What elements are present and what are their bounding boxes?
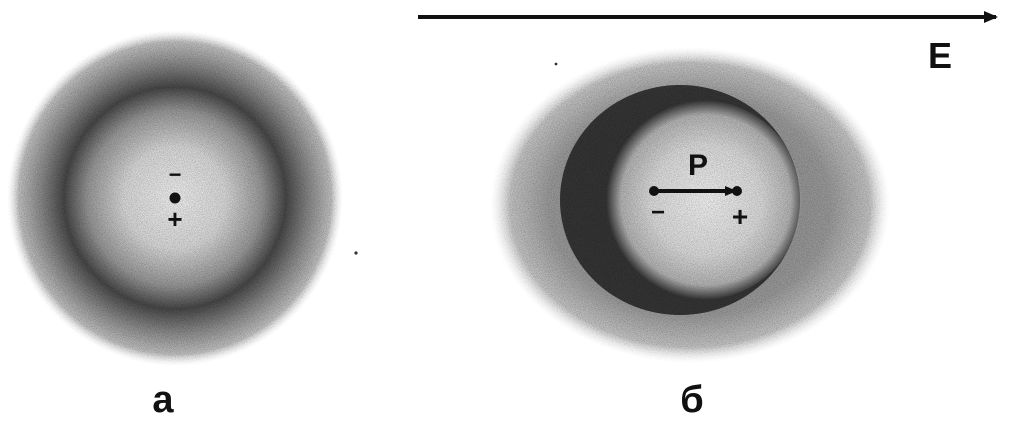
atom-b: P − + xyxy=(490,47,890,363)
nucleus-dot-a xyxy=(169,192,181,204)
caption-a: а xyxy=(152,379,174,421)
speck xyxy=(554,62,558,66)
plus-sign-a: + xyxy=(167,204,182,234)
electron-cloud-b-inner xyxy=(602,100,802,300)
field-label: E xyxy=(928,35,952,76)
speck xyxy=(354,251,358,255)
minus-sign-b: − xyxy=(651,199,665,226)
minus-sign-a: − xyxy=(169,162,182,187)
dipole-positive-end xyxy=(732,186,742,196)
dipole-negative-end xyxy=(649,186,659,196)
dipole-label: P xyxy=(688,149,708,182)
plus-sign-b: + xyxy=(732,201,748,232)
caption-b: б xyxy=(680,379,703,421)
atom-a: − + xyxy=(7,30,343,366)
